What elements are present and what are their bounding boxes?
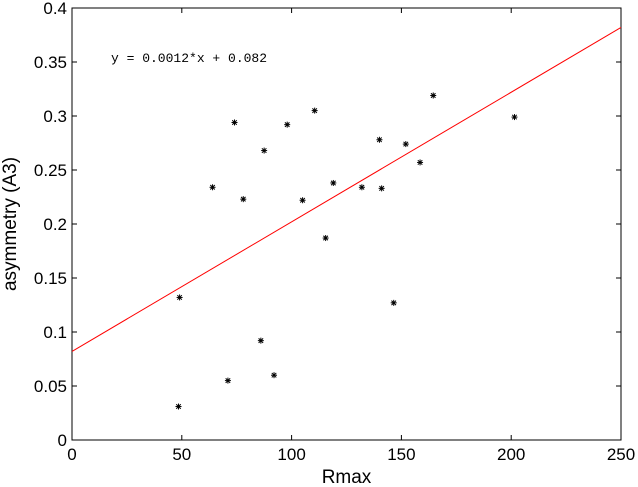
data-point: [231, 119, 238, 126]
x-tick-label: 150: [387, 445, 415, 464]
y-tick-label: 0.05: [34, 377, 67, 396]
y-tick-label: 0.25: [34, 161, 67, 180]
data-point: [257, 337, 264, 344]
data-point: [330, 179, 337, 186]
data-point: [271, 372, 278, 379]
y-tick-label: 0.4: [43, 0, 67, 18]
data-point: [417, 159, 424, 166]
data-point: [402, 141, 409, 148]
plot-area: [71, 7, 622, 441]
x-tick-label: 100: [277, 445, 305, 464]
data-point: [240, 196, 247, 203]
x-tick-label: 50: [172, 445, 191, 464]
y-tick-label: 0.15: [34, 269, 67, 288]
data-point: [311, 107, 318, 114]
data-point: [378, 185, 385, 192]
data-point: [511, 114, 518, 121]
data-point: [299, 197, 306, 204]
data-point: [224, 377, 231, 384]
data-point: [430, 92, 437, 99]
data-point: [376, 136, 383, 143]
y-tick-label: 0.3: [43, 107, 67, 126]
x-tick-label: 250: [607, 445, 635, 464]
y-tick-label: 0.1: [43, 323, 67, 342]
data-point: [322, 235, 329, 242]
y-axis-title: asymmetry (A3): [0, 157, 21, 291]
y-tick-label: 0.35: [34, 53, 67, 72]
data-point: [209, 184, 216, 191]
x-axis-title: Rmax: [322, 467, 372, 487]
data-point: [390, 299, 397, 306]
fit-equation-annotation: y = 0.0012*x + 0.082: [111, 51, 267, 66]
y-tick-label: 0: [58, 431, 67, 450]
data-point: [261, 147, 268, 154]
x-tick-label: 0: [67, 445, 76, 464]
y-tick-label: 0.2: [43, 215, 67, 234]
data-point: [176, 294, 183, 301]
fit-line: [71, 27, 622, 352]
data-point: [284, 121, 291, 128]
x-tick-label: 200: [497, 445, 525, 464]
data-point: [358, 184, 365, 191]
data-point: [175, 403, 182, 410]
